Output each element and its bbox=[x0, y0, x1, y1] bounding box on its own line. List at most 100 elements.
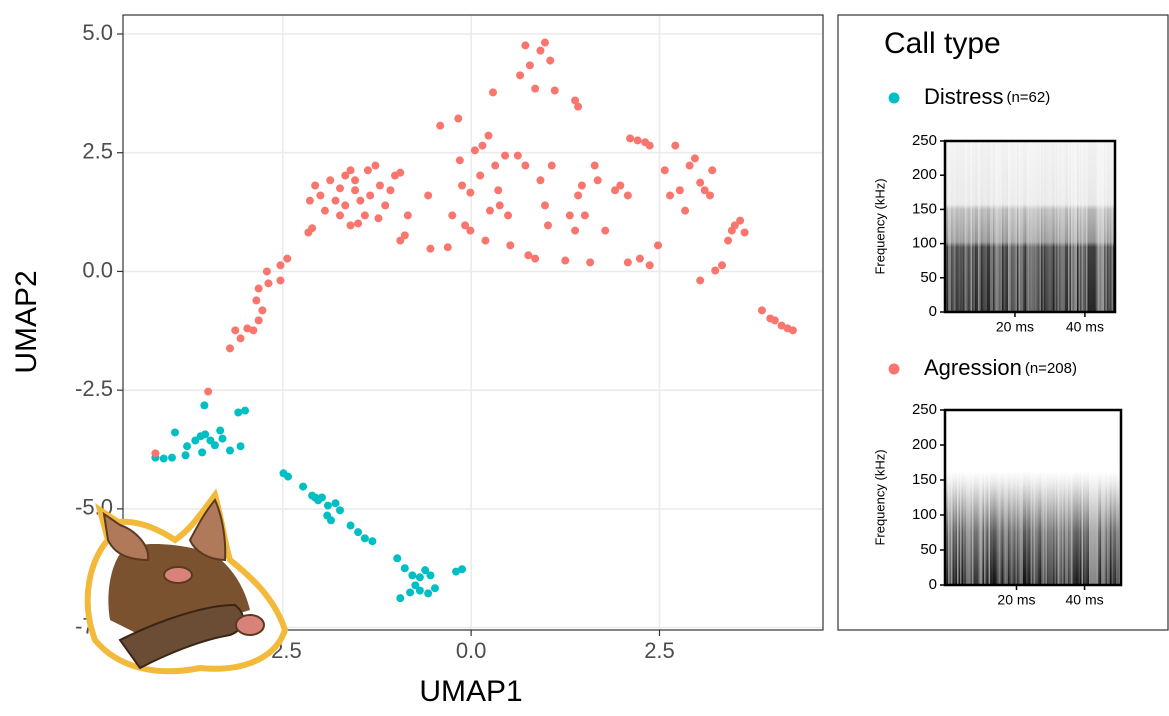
point bbox=[546, 56, 555, 65]
spectrogram-texture bbox=[1035, 141, 1037, 312]
point bbox=[284, 472, 293, 481]
point bbox=[777, 321, 786, 330]
point bbox=[276, 261, 285, 270]
spectrogram-texture bbox=[954, 141, 956, 312]
point bbox=[351, 176, 360, 185]
point bbox=[561, 256, 570, 265]
spectrogram-texture bbox=[1027, 141, 1029, 312]
spectrogram-texture bbox=[1083, 141, 1085, 312]
spectrogram-texture bbox=[1054, 410, 1056, 585]
point bbox=[311, 181, 320, 190]
point bbox=[424, 589, 433, 598]
point bbox=[371, 161, 380, 170]
spectrogram-texture bbox=[1045, 410, 1047, 585]
point bbox=[757, 306, 766, 315]
point bbox=[645, 261, 654, 270]
y-axis-title: UMAP2 bbox=[10, 270, 43, 373]
plot-frame bbox=[122, 14, 824, 631]
spectrogram-texture bbox=[1050, 410, 1052, 585]
spectrogram-texture bbox=[1101, 141, 1103, 312]
spectrogram-texture bbox=[1084, 141, 1086, 312]
spectrogram-texture bbox=[1024, 410, 1026, 585]
point bbox=[374, 214, 383, 223]
legend-marker bbox=[888, 92, 900, 104]
point bbox=[159, 454, 168, 463]
spectrogram-texture bbox=[1021, 410, 1023, 585]
spectrogram-texture bbox=[997, 141, 999, 312]
point bbox=[536, 176, 545, 185]
spectrogram-texture bbox=[960, 141, 962, 312]
spectrogram-texture bbox=[955, 141, 957, 312]
point bbox=[264, 279, 273, 288]
point bbox=[225, 344, 234, 353]
spectrogram-texture bbox=[994, 410, 996, 585]
point bbox=[696, 276, 705, 285]
spectrogram-texture bbox=[1057, 141, 1059, 312]
point bbox=[183, 442, 192, 451]
point bbox=[320, 206, 329, 215]
spectrogram-texture bbox=[951, 410, 953, 585]
point bbox=[461, 221, 470, 230]
spectrogram-texture bbox=[1092, 410, 1094, 585]
point bbox=[590, 161, 599, 170]
spectrogram-texture bbox=[1008, 141, 1010, 312]
spectrogram-texture bbox=[988, 410, 990, 585]
spectrogram-texture bbox=[1032, 141, 1034, 312]
spectrogram-texture bbox=[1080, 141, 1082, 312]
x-tick-label: 2.5 bbox=[644, 638, 675, 663]
point bbox=[653, 241, 662, 250]
point bbox=[276, 276, 285, 285]
spectrogram-texture bbox=[970, 141, 972, 312]
spectrogram-texture bbox=[1023, 141, 1025, 312]
spectrogram-frame bbox=[943, 139, 1117, 314]
spectrogram-texture bbox=[969, 410, 971, 585]
point bbox=[326, 176, 335, 185]
spectrogram-texture bbox=[966, 410, 968, 585]
point bbox=[356, 196, 365, 205]
spectrogram-texture bbox=[1086, 410, 1088, 585]
point bbox=[484, 131, 493, 140]
spectrogram-texture bbox=[973, 410, 975, 585]
point bbox=[577, 181, 586, 190]
spectrogram-texture bbox=[1066, 141, 1068, 312]
point bbox=[198, 448, 207, 457]
spectrogram-texture bbox=[975, 410, 977, 585]
point bbox=[481, 236, 490, 245]
spectrogram-texture bbox=[993, 410, 995, 585]
spectrogram-texture bbox=[1072, 141, 1074, 312]
spectrogram-texture bbox=[1050, 141, 1052, 312]
spectrogram-texture bbox=[973, 141, 975, 312]
point bbox=[426, 571, 435, 580]
spectrogram-texture bbox=[948, 141, 950, 312]
spectrogram-texture bbox=[1021, 141, 1023, 312]
spectrogram-texture bbox=[1110, 141, 1112, 312]
spectrogram-texture bbox=[1084, 410, 1086, 585]
point bbox=[336, 184, 345, 193]
spectrogram-texture bbox=[984, 410, 986, 585]
point bbox=[626, 134, 635, 143]
spectrogram-texture bbox=[1093, 141, 1095, 312]
point bbox=[455, 156, 464, 165]
point bbox=[531, 84, 540, 93]
spectrogram-texture bbox=[1081, 141, 1083, 312]
spectrogram-texture bbox=[957, 141, 959, 312]
spectrogram-x-tick-label: 40 ms bbox=[1066, 592, 1104, 608]
point bbox=[331, 196, 340, 205]
spectrogram-texture bbox=[1095, 410, 1097, 585]
spectrogram-texture bbox=[1071, 410, 1073, 585]
point bbox=[740, 228, 749, 237]
point bbox=[396, 594, 405, 603]
spectrogram-texture bbox=[1065, 410, 1067, 585]
point bbox=[513, 151, 522, 160]
spectrogram-texture bbox=[1114, 410, 1116, 585]
spectrogram-texture bbox=[1041, 141, 1043, 312]
point bbox=[485, 206, 494, 215]
point bbox=[283, 254, 292, 263]
point bbox=[408, 571, 417, 580]
point bbox=[495, 201, 504, 210]
spectrogram-texture bbox=[958, 410, 960, 585]
point bbox=[540, 38, 549, 47]
spectrogram-texture bbox=[1017, 410, 1019, 585]
point bbox=[234, 408, 243, 417]
